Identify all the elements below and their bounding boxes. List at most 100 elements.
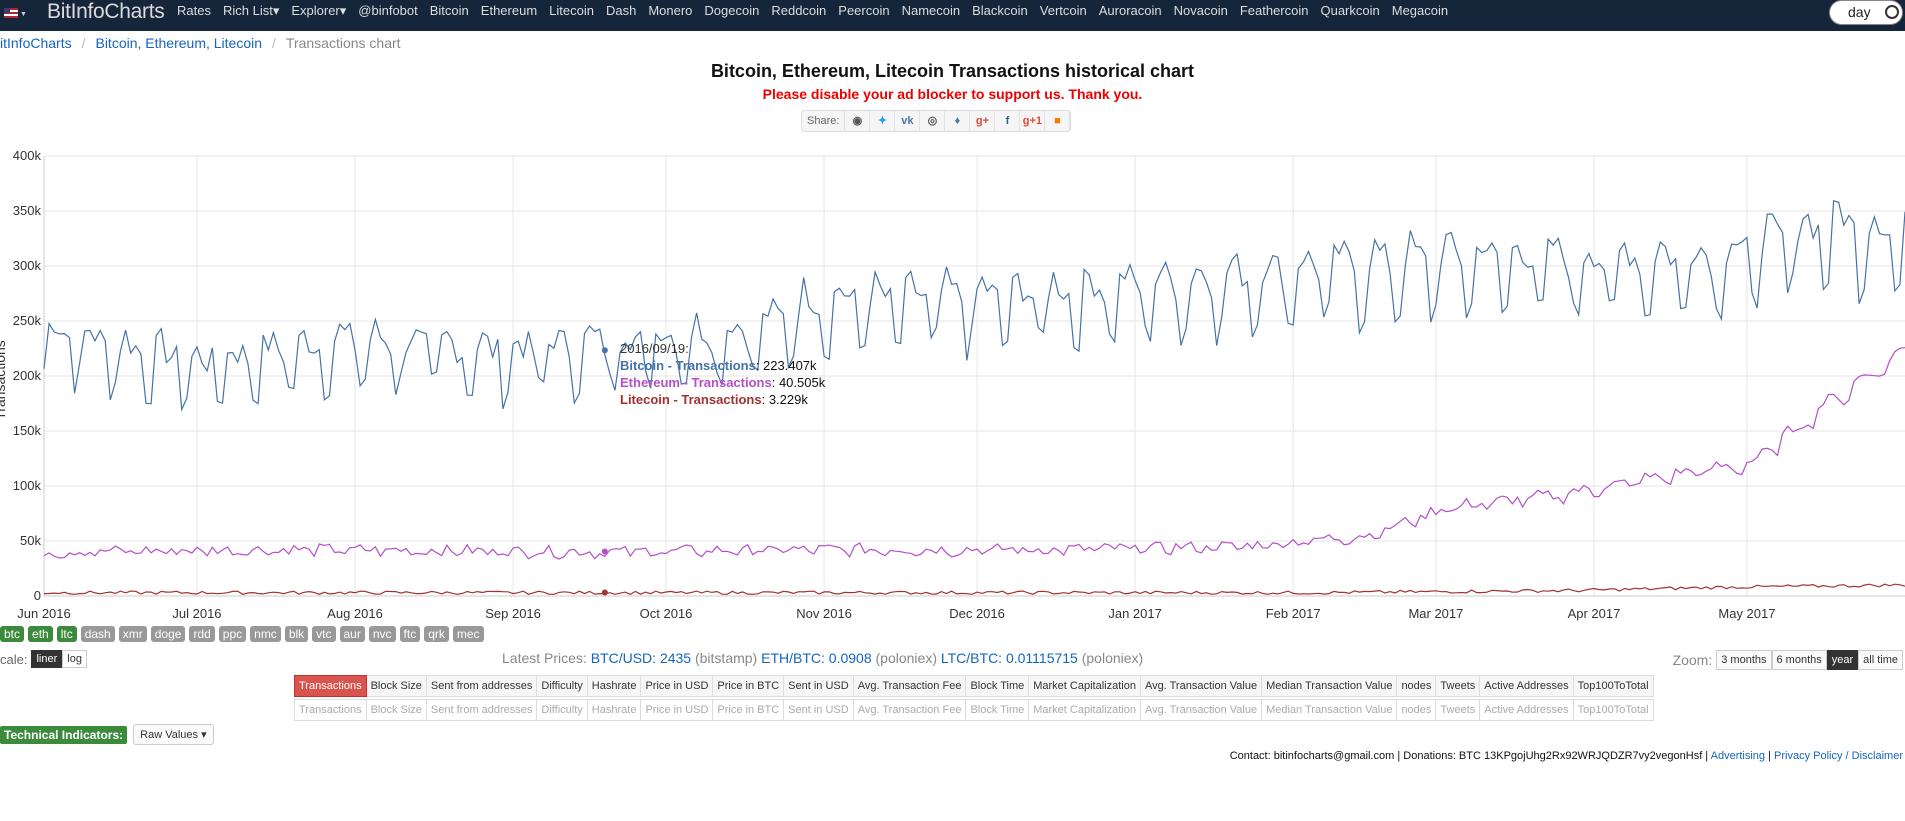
series-line-bitcoin[interactable] [43, 199, 1905, 412]
weibo-icon[interactable]: ◎ [920, 111, 946, 131]
metric-secondary-difficulty[interactable]: Difficulty [537, 699, 588, 721]
nav-link-blackcoin[interactable]: Blackcoin [972, 3, 1028, 18]
reddit-icon[interactable]: ◉ [845, 111, 871, 131]
nav-link-dash[interactable]: Dash [605, 3, 637, 18]
nav-link-monero[interactable]: Monero [648, 3, 693, 18]
facebook-icon[interactable]: f [995, 111, 1021, 131]
coin-tag-btc[interactable]: btc [0, 626, 25, 642]
metric-tab-price-in-btc[interactable]: Price in BTC [713, 675, 785, 697]
nav-link-feathercoin[interactable]: Feathercoin [1239, 3, 1309, 18]
coin-tag-ftc[interactable]: ftc [399, 626, 421, 642]
metric-tab-nodes[interactable]: nodes [1397, 675, 1437, 697]
coin-tag-ppc[interactable]: ppc [218, 626, 247, 642]
zoom-6-months-button[interactable]: 6 months [1771, 650, 1827, 670]
metric-secondary-avg-transaction-fee[interactable]: Avg. Transaction Fee [853, 699, 967, 721]
metric-tab-price-in-usd[interactable]: Price in USD [641, 675, 714, 697]
metric-secondary-avg-transaction-value[interactable]: Avg. Transaction Value [1140, 699, 1263, 721]
metric-secondary-top100tototal[interactable]: Top100ToTotal [1573, 699, 1654, 721]
nav-link-rates[interactable]: Rates [177, 3, 211, 18]
zoom-all-time-button[interactable]: all time [1858, 650, 1903, 670]
coin-tag-ltc[interactable]: ltc [56, 626, 77, 642]
nav-link-ethereum[interactable]: Ethereum [480, 3, 538, 18]
transactions-chart[interactable]: 0 50k 100k 150k 200k 250k 300k 350k 400k Jun 2016… [0, 140, 1905, 625]
coin-tag-aur[interactable]: aur [339, 626, 365, 642]
nav-link-rich-list[interactable]: Rich List▾ [222, 3, 280, 18]
metric-tab-avg-transaction-value[interactable]: Avg. Transaction Value [1140, 675, 1263, 697]
coin-tag-doge[interactable]: doge [150, 626, 186, 642]
coin-tag-qrk[interactable]: qrk [424, 626, 449, 642]
coin-tag-nvc[interactable]: nvc [368, 626, 396, 642]
nav-link-namecoin[interactable]: Namecoin [901, 3, 961, 18]
nav-link-megacoin[interactable]: Megacoin [1391, 3, 1449, 18]
blogger-icon[interactable]: ■ [1045, 111, 1071, 131]
nav-link-@binfobot[interactable]: @binfobot [358, 3, 418, 18]
scale-liner-button[interactable]: liner [31, 650, 63, 668]
nav-link-quarkcoin[interactable]: Quarkcoin [1320, 3, 1380, 18]
coin-tag-mec[interactable]: mec [452, 626, 484, 642]
nav-link-dogecoin[interactable]: Dogecoin [704, 3, 760, 18]
series-line-litecoin[interactable] [43, 583, 1905, 595]
breadcrumb-coins[interactable]: Bitcoin, Ethereum, Litecoin [95, 35, 263, 51]
metric-secondary-active-addresses[interactable]: Active Addresses [1480, 699, 1574, 721]
us-flag-icon[interactable] [4, 8, 18, 18]
advertising-link[interactable]: Advertising [1710, 750, 1766, 762]
metric-secondary-sent-from-addresses[interactable]: Sent from addresses [426, 699, 538, 721]
metric-tab-active-addresses[interactable]: Active Addresses [1480, 675, 1574, 697]
coin-tag-xmr[interactable]: xmr [118, 626, 147, 642]
coin-tag-dash[interactable]: dash [80, 626, 115, 642]
metric-secondary-sent-in-usd[interactable]: Sent in USD [784, 699, 854, 721]
coin-tag-eth[interactable]: eth [28, 626, 53, 642]
metric-secondary-hashrate[interactable]: Hashrate [587, 699, 642, 721]
brand-logo[interactable]: BitInfoCharts [47, 0, 165, 23]
zoom-year-button[interactable]: year [1826, 650, 1859, 670]
metric-tab-avg-transaction-fee[interactable]: Avg. Transaction Fee [853, 675, 967, 697]
nav-link-bitcoin[interactable]: Bitcoin [429, 3, 469, 18]
metric-tab-sent-from-addresses[interactable]: Sent from addresses [426, 675, 538, 697]
twitter-icon[interactable]: ✦ [870, 111, 896, 131]
metric-secondary-transactions[interactable]: Transactions [294, 699, 367, 721]
coin-tag-nmc[interactable]: nmc [250, 626, 281, 642]
scale-log-button[interactable]: log [62, 650, 87, 668]
metric-secondary-nodes[interactable]: nodes [1397, 699, 1437, 721]
metric-secondary-tweets[interactable]: Tweets [1436, 699, 1481, 721]
metric-tab-median-transaction-value[interactable]: Median Transaction Value [1262, 675, 1398, 697]
metric-tab-hashrate[interactable]: Hashrate [587, 675, 642, 697]
btc-usd-price[interactable]: BTC/USD: 2435 [590, 650, 692, 666]
nav-link-explorer[interactable]: Explorer▾ [291, 3, 347, 18]
metric-tab-top100tototal[interactable]: Top100ToTotal [1573, 675, 1654, 697]
privacy-policy-link[interactable]: Privacy Policy / Disclaimer [1774, 750, 1903, 762]
series-line-ethereum[interactable] [43, 347, 1905, 560]
google-plus-icon[interactable]: g+ [970, 111, 996, 131]
coin-tag-rdd[interactable]: rdd [189, 626, 215, 642]
ltc-btc-price[interactable]: LTC/BTC: 0.01115715 [940, 650, 1078, 666]
vk-icon[interactable]: vk [895, 111, 921, 131]
metric-tab-block-time[interactable]: Block Time [966, 675, 1030, 697]
metric-tab-difficulty[interactable]: Difficulty [537, 675, 588, 697]
nav-link-peercoin[interactable]: Peercoin [838, 3, 890, 18]
nav-link-auroracoin[interactable]: Auroracoin [1098, 3, 1162, 18]
metric-tab-block-size[interactable]: Block Size [366, 675, 427, 697]
zoom-3-months-button[interactable]: 3 months [1716, 650, 1772, 670]
metric-secondary-price-in-usd[interactable]: Price in USD [641, 699, 714, 721]
nav-link-vertcoin[interactable]: Vertcoin [1039, 3, 1087, 18]
nav-link-novacoin[interactable]: Novacoin [1173, 3, 1228, 18]
metric-tab-transactions[interactable]: Transactions [294, 675, 367, 697]
day-night-toggle[interactable]: day [1829, 0, 1903, 25]
coin-tag-blk[interactable]: blk [284, 626, 309, 642]
google-plus-one-icon[interactable]: g+1 [1020, 111, 1046, 131]
breadcrumb-home[interactable]: itInfoCharts [0, 35, 72, 51]
coin-tag-vtc[interactable]: vtc [312, 626, 336, 642]
metric-secondary-market-capitalization[interactable]: Market Capitalization [1029, 699, 1141, 721]
metric-secondary-price-in-btc[interactable]: Price in BTC [713, 699, 785, 721]
metric-secondary-block-time[interactable]: Block Time [966, 699, 1030, 721]
metric-tab-tweets[interactable]: Tweets [1436, 675, 1481, 697]
metric-secondary-median-transaction-value[interactable]: Median Transaction Value [1262, 699, 1398, 721]
nav-link-reddcoin[interactable]: Reddcoin [771, 3, 827, 18]
nav-link-litecoin[interactable]: Litecoin [549, 3, 594, 18]
technical-indicators-select[interactable]: Raw Values ▾ [133, 724, 214, 745]
eth-btc-price[interactable]: ETH/BTC: 0.0908 [761, 650, 872, 666]
like-icon[interactable]: ♦ [945, 111, 971, 131]
metric-tab-sent-in-usd[interactable]: Sent in USD [784, 675, 854, 697]
metric-secondary-block-size[interactable]: Block Size [366, 699, 427, 721]
metric-tab-market-capitalization[interactable]: Market Capitalization [1029, 675, 1141, 697]
